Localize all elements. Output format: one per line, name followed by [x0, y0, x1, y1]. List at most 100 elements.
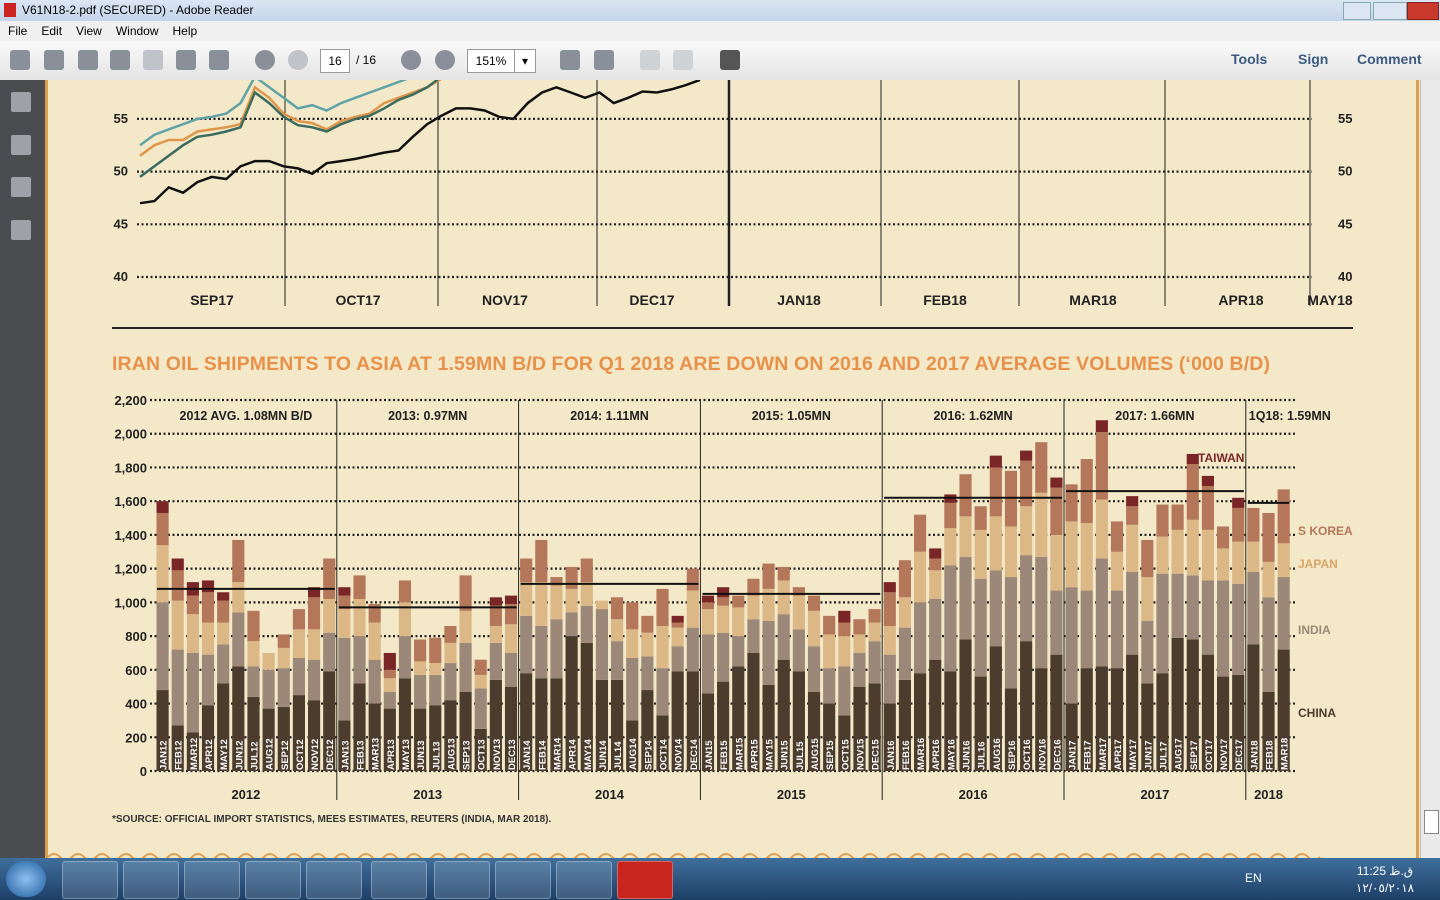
page-input[interactable]: 16 — [320, 49, 350, 73]
side-icon[interactable] — [11, 220, 31, 240]
clock-time[interactable]: 11:25 ق.ظ — [1356, 864, 1414, 878]
side-icon[interactable] — [11, 177, 31, 197]
bar-segment — [398, 602, 412, 637]
y-tick-label: 0 — [140, 764, 147, 779]
bar-segment — [1126, 524, 1139, 573]
taskbar-app[interactable] — [556, 861, 612, 899]
bar-segment — [611, 679, 624, 771]
tool-icon[interactable] — [78, 50, 98, 70]
bar-segment — [323, 558, 336, 599]
bar-segment — [1141, 577, 1154, 621]
y-tick-label: 2,000 — [114, 427, 147, 442]
zoom-out[interactable] — [401, 50, 421, 70]
toolbar-link[interactable]: Tools — [1231, 51, 1268, 67]
x-tick-label: JUL12 — [249, 741, 260, 770]
tool-icon[interactable] — [560, 50, 580, 70]
taskbar-app[interactable] — [184, 861, 240, 899]
start-button[interactable] — [6, 861, 46, 897]
year-label: 2012 — [231, 787, 260, 802]
side-icon[interactable] — [11, 92, 31, 112]
bar-segment — [550, 585, 563, 620]
bar-segment — [217, 600, 230, 623]
clock-date[interactable]: ١٢/٠٥/٢٠١٨ — [1355, 881, 1415, 895]
scroll-thumb[interactable] — [1424, 810, 1439, 834]
x-tick-label: NOV17 — [1219, 739, 1230, 770]
bar-segment — [1186, 575, 1199, 640]
bar-segment — [292, 629, 305, 659]
taskbar-app[interactable] — [123, 861, 179, 899]
tool-icon[interactable] — [110, 50, 130, 70]
tool-icon[interactable] — [673, 50, 693, 70]
next-page[interactable] — [288, 50, 308, 70]
x-tick-label: APR14 — [568, 739, 579, 770]
taskbar-app[interactable] — [495, 861, 551, 899]
taskbar-app[interactable] — [245, 861, 301, 899]
close[interactable] — [1407, 2, 1439, 20]
bar-segment — [762, 684, 775, 771]
x-tick-label: SEP14 — [643, 740, 654, 770]
menu-item[interactable]: File — [8, 24, 28, 38]
toolbar-link[interactable]: Sign — [1298, 51, 1329, 67]
bar-segment — [1201, 580, 1214, 655]
taskbar-app[interactable] — [306, 861, 362, 899]
taskbar-app[interactable] — [62, 861, 118, 899]
tool-icon[interactable] — [10, 50, 30, 70]
bar-segment — [1171, 573, 1184, 638]
bar-segment — [838, 610, 851, 623]
tool-icon[interactable] — [594, 50, 614, 70]
side-icon[interactable] — [11, 135, 31, 155]
tool-icon[interactable] — [209, 50, 229, 70]
menu-item[interactable]: Window — [115, 24, 159, 38]
restore[interactable] — [1373, 2, 1407, 20]
x-tick-label: AUG12 — [265, 738, 276, 770]
zoom-dropdown[interactable]: ▾ — [514, 49, 536, 73]
menu-item[interactable]: Help — [172, 24, 198, 38]
taskbar-app[interactable] — [371, 861, 427, 899]
bar-segment — [929, 570, 942, 599]
bar-segment — [262, 669, 275, 709]
fullscreen[interactable] — [720, 50, 740, 70]
x-tick-label: FEB17 — [1083, 740, 1094, 770]
x-tick-label: JAN18 — [1249, 740, 1260, 770]
y-tick-label: 1,200 — [114, 562, 147, 577]
tool-icon[interactable] — [176, 50, 196, 70]
bar-segment — [1020, 450, 1033, 461]
bar-segment — [1095, 499, 1108, 559]
scrollbar[interactable] — [1420, 80, 1440, 858]
minimize[interactable] — [1343, 2, 1371, 20]
prev-page[interactable] — [255, 50, 275, 70]
tool-icon[interactable] — [640, 50, 660, 70]
tool-icon[interactable] — [143, 50, 163, 70]
average-label: 2012 AVG. 1.08MN B/D — [180, 409, 313, 423]
bar-segment — [535, 539, 548, 583]
bar-segment — [1156, 573, 1169, 674]
menu-item[interactable]: Edit — [41, 24, 63, 38]
y-tick-label: 1,000 — [114, 595, 147, 610]
bar-segment — [1004, 688, 1018, 771]
x-tick-label: JUN17 — [1143, 740, 1154, 770]
x-tick-label: DEC12 — [325, 739, 336, 770]
zoom-in[interactable] — [435, 50, 455, 70]
bar-segment — [323, 671, 336, 771]
bar-segment — [580, 642, 593, 771]
taskbar-app[interactable] — [617, 861, 673, 899]
menu-item[interactable]: View — [76, 24, 102, 38]
taskbar-app[interactable] — [434, 861, 490, 899]
bar-segment — [504, 604, 518, 625]
bar-segment — [398, 580, 412, 603]
bar-segment — [444, 663, 457, 701]
language[interactable]: EN — [1245, 871, 1262, 885]
bar-segment — [292, 609, 305, 630]
bar-segment — [1095, 558, 1108, 667]
bar-segment — [807, 595, 821, 611]
bar-segment — [459, 691, 472, 771]
tool-icon[interactable] — [44, 50, 64, 70]
bar-segment — [1247, 644, 1260, 771]
bar-segment — [1217, 676, 1230, 771]
bar-segment — [1171, 504, 1184, 530]
average-label: 1Q18: 1.59MN — [1249, 409, 1331, 423]
zoom-input[interactable]: 151% — [467, 49, 515, 73]
toolbar-link[interactable]: Comment — [1357, 51, 1422, 67]
x-tick-label: APR13 — [386, 739, 397, 770]
